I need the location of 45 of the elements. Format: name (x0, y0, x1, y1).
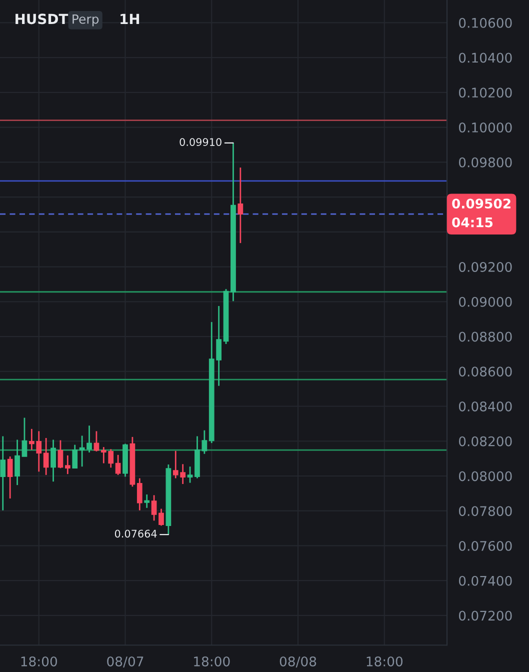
candlestick (187, 466, 193, 484)
candlestick (72, 444, 78, 469)
candlestick (158, 508, 164, 526)
text: HUSDT (16, 14, 68, 24)
y-tick-label: 0.08200 (458, 436, 512, 446)
candlestick (0, 436, 6, 512)
y-tick-label: 0.10200 (458, 88, 512, 98)
annotation: 0.09910 (180, 138, 222, 146)
candlestick (7, 456, 13, 500)
candlestick (64, 454, 70, 475)
candlestick (144, 494, 150, 509)
y-tick-label: 0.09000 (458, 296, 512, 307)
candlestick (238, 166, 244, 244)
y-tick-label: 0.10400 (458, 52, 512, 63)
x-tick-label: 18:00 (366, 656, 403, 666)
candlestick (14, 439, 20, 486)
candlestick (136, 478, 142, 512)
x-tick-label: 08/08 (280, 656, 316, 668)
candlestick (115, 454, 121, 476)
candlestick (50, 439, 56, 482)
y-tick-label: 0.08800 (458, 332, 512, 342)
y-tick-label: 0.07400 (458, 576, 512, 586)
y-tick-label: 0.10600 (458, 18, 512, 28)
candlestick (43, 437, 49, 476)
ref-line-label: 0.09502 04:15 (452, 198, 510, 228)
y-tick-label: 0.08400 (458, 401, 512, 412)
y-tick-label: 0.09800 (458, 157, 512, 168)
candlestick (58, 440, 64, 469)
candlestick (86, 424, 92, 454)
y-tick-label: 0.07600 (458, 540, 512, 551)
y-tick-label: 0.08000 (458, 471, 512, 482)
y-tick-label: 0.09200 (458, 262, 512, 272)
x-tick-label: 18:00 (21, 656, 58, 666)
annotation: 0.07664 (114, 530, 157, 538)
y-tick-label: 0.08600 (458, 366, 512, 377)
candlestick (94, 430, 100, 452)
y-tick-label: 0.07200 (458, 610, 512, 621)
x-tick-label: 08/07 (107, 656, 144, 668)
candlestick (151, 494, 157, 522)
y-tick-label: 0.07800 (458, 506, 512, 516)
candlestick (22, 417, 28, 458)
text: Perp (72, 14, 99, 26)
annotation: 1H (120, 14, 140, 24)
y-tick-label: 0.10000 (458, 122, 512, 132)
x-tick-label: 18:00 (194, 656, 230, 666)
